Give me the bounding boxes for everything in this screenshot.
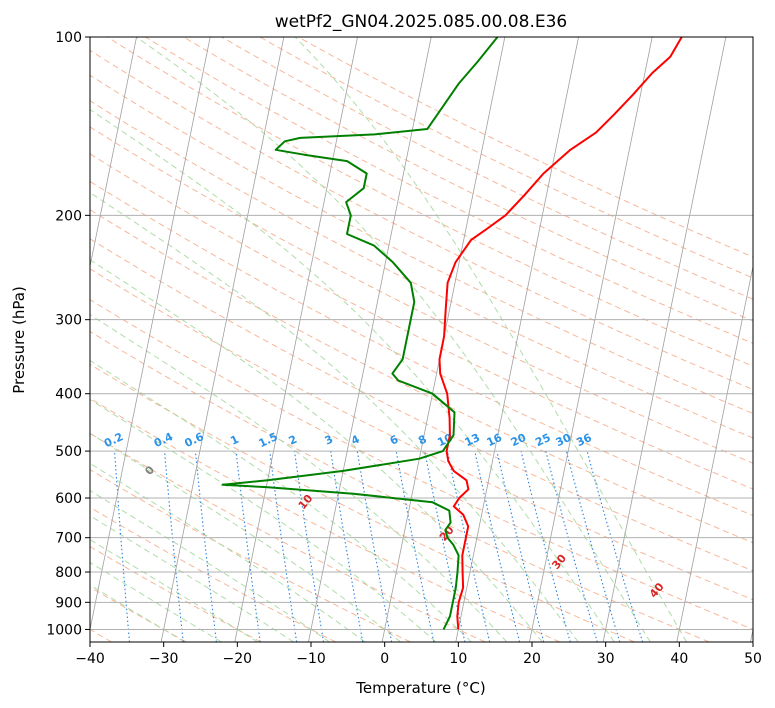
y-tick-label: 700	[55, 531, 82, 547]
dry-adiabat-line	[90, 299, 753, 630]
x-tick-label: 0	[380, 651, 389, 667]
y-tick-label: 600	[55, 491, 82, 507]
chart-title: wetPf2_GN04.2025.085.00.08.E36	[275, 12, 567, 32]
moist-adiabat-line	[90, 192, 579, 642]
x-tick-label: −20	[223, 651, 253, 667]
y-tick-label: 300	[55, 313, 82, 329]
dry-adiabat-line	[90, 506, 336, 642]
y-tick-label: 400	[55, 387, 82, 403]
dry-adiabat-line	[90, 469, 411, 642]
x-tick-label: −30	[149, 651, 179, 667]
x-tick-label: 30	[597, 651, 615, 667]
mixing-ratio-line	[164, 451, 184, 642]
grid-lines	[90, 37, 753, 642]
mixing-ratio-line	[545, 450, 598, 642]
x-tick-label: 20	[523, 651, 541, 667]
moist-adiabat-line	[90, 584, 185, 642]
y-axis: 100 200 300 400 500 600 700 800 900 1000	[46, 30, 90, 638]
mixing-ratio-line	[424, 450, 466, 642]
mixing-ratio-line	[235, 451, 261, 642]
mixing-ratio-line	[474, 450, 521, 642]
isotherm-line	[676, 264, 753, 642]
mixing-ratio-label: 30	[554, 431, 574, 449]
x-tick-label: 10	[449, 651, 467, 667]
moist-adiabat-line	[90, 462, 366, 642]
moist-adiabat-line	[90, 538, 258, 642]
moist-adiabat-line	[90, 489, 330, 642]
dry-adiabat-line	[90, 238, 753, 572]
background-lines	[90, 37, 753, 642]
moist-adiabat-line	[90, 259, 543, 642]
dry-adiabat-line	[90, 268, 753, 601]
mixing-ratio-line	[395, 451, 435, 642]
y-tick-label: 1000	[46, 622, 82, 638]
dry-adiabat-line	[90, 330, 710, 642]
x-tick-label: 50	[744, 651, 762, 667]
mixing-ratio-line	[269, 451, 298, 642]
mixing-ratio-label: 13	[463, 431, 482, 449]
mixing-ratio-line	[586, 450, 644, 642]
y-tick-label: 800	[55, 565, 82, 581]
dry-adiabat-line	[107, 37, 753, 367]
isotherm-line	[529, 37, 653, 642]
isotherm-line	[455, 37, 579, 642]
mixing-ratio-line	[293, 451, 325, 642]
dry-adiabat-line	[90, 126, 753, 464]
dry-adiabat-line	[90, 49, 753, 391]
dewpoint-profile-line	[221, 37, 499, 630]
isotherm-line	[602, 37, 727, 642]
dry-adiabat-line	[90, 153, 753, 490]
isotherm-line	[308, 37, 432, 642]
dry-adiabat-line	[297, 37, 753, 258]
y-tick-label: 500	[55, 444, 82, 460]
dry-adiabat-line	[183, 37, 753, 322]
dry-adiabat-line	[259, 37, 753, 279]
dry-adiabat-line	[90, 209, 753, 544]
mixing-ratio-label: 36	[574, 431, 594, 449]
dry-adiabat-line	[90, 74, 753, 415]
x-tick-label: −40	[75, 651, 105, 667]
moist-adiabat-line	[90, 359, 472, 642]
dry-adiabat-line	[90, 100, 753, 439]
mixing-ratio-label: 16	[485, 431, 505, 449]
mixing-ratio-line	[565, 450, 621, 642]
x-tick-label: 40	[670, 651, 688, 667]
isotherm-line	[234, 37, 358, 642]
moist-adiabat-line	[90, 398, 437, 642]
dry-adiabat-line	[90, 180, 753, 517]
isotherm-line	[160, 37, 285, 642]
mixing-ratio-line	[520, 450, 571, 642]
mixing-ratio-line	[496, 450, 545, 642]
x-axis: −40 −30 −20 −10 0 10 20 30 40 50	[75, 642, 762, 667]
isotherm-line	[90, 37, 211, 632]
moist-adiabat-line	[90, 108, 615, 642]
y-tick-label: 100	[55, 30, 82, 46]
y-tick-label: 900	[55, 595, 82, 611]
mixing-ratio-label: 20	[509, 431, 529, 449]
moist-adiabat-line	[90, 432, 401, 642]
mixing-ratio-line	[194, 451, 217, 642]
mixing-ratio-label: 25	[533, 431, 552, 449]
x-tick-label: −10	[296, 651, 326, 667]
moist-adiabat-line	[90, 561, 222, 642]
sounding-series	[221, 37, 683, 630]
y-axis-title: Pressure (hPa)	[10, 286, 28, 394]
temperature-profile-line	[438, 37, 683, 630]
plot-frame	[89, 36, 754, 643]
y-tick-label: 200	[55, 208, 82, 224]
isotherm-line	[90, 37, 137, 269]
x-axis-title: Temperature (°C)	[355, 679, 485, 697]
dry-adiabat-line	[145, 37, 753, 344]
